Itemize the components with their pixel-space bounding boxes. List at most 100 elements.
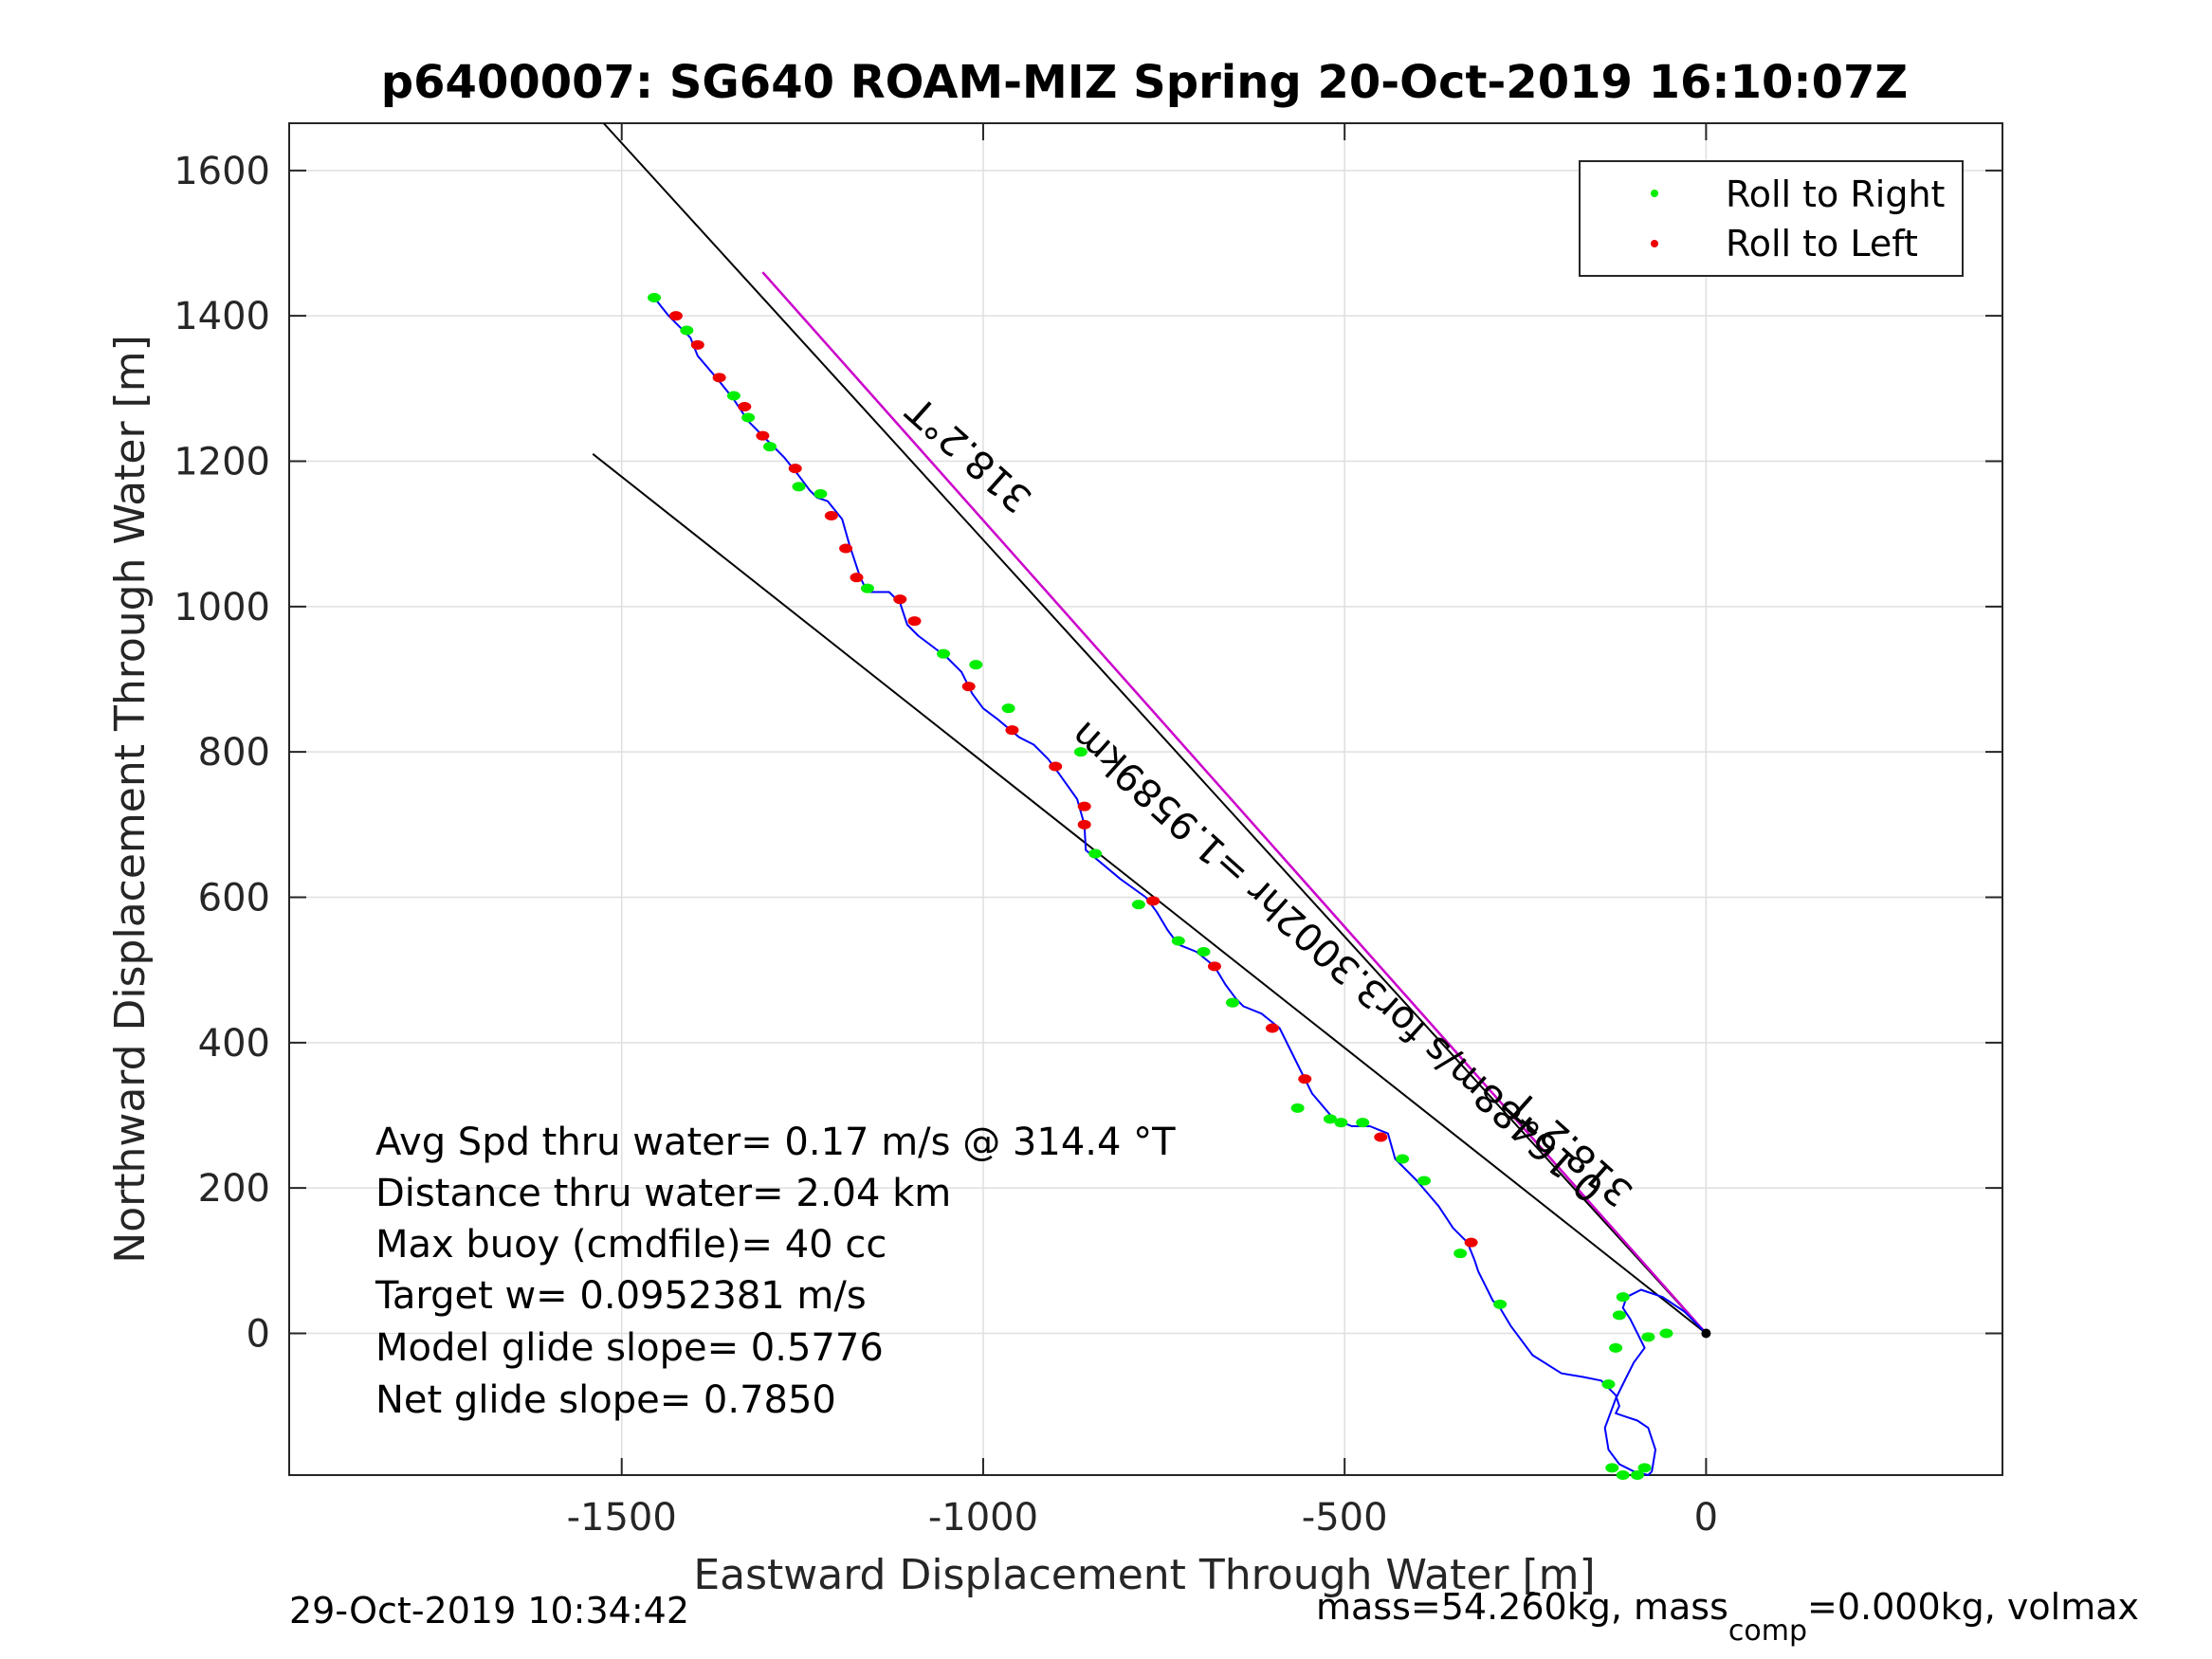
y-tick-label: 1000 — [174, 586, 270, 629]
roll-right-point — [648, 293, 662, 302]
roll-right-point — [680, 325, 694, 336]
roll-right-point — [741, 412, 756, 423]
roll-right-point — [1334, 1118, 1348, 1128]
footer-mass-part-a: mass=54.260kg, mass — [1316, 1586, 1728, 1628]
footer-mass-part-b: =0.000kg, volmax — [1807, 1586, 2139, 1628]
roll-right-point — [1637, 1463, 1652, 1473]
roll-left-point — [1298, 1074, 1312, 1085]
roll-right-point — [1601, 1379, 1616, 1390]
roll-right-point — [1616, 1292, 1630, 1303]
axis-ticks: -1500 -1000 -500 0 0 200 400 600 800 1000 1200 1400… — [174, 123, 2002, 1540]
roll-left-point — [893, 594, 907, 605]
roll-left-point — [907, 616, 922, 627]
legend-marker-roll-right — [1651, 190, 1658, 197]
roll-right-point — [814, 489, 828, 499]
stats-line-2: Distance thru water= 2.04 km — [375, 1172, 951, 1215]
roll-right-point — [1171, 936, 1185, 946]
roll-right-point — [1131, 900, 1145, 910]
roll-left-point — [1207, 961, 1221, 972]
legend-label-roll-left: Roll to Left — [1726, 223, 1918, 264]
roll-right-point — [763, 442, 777, 452]
chart-title: p6400007: SG640 ROAM-MIZ Spring 20-Oct-2… — [381, 56, 1908, 109]
x-tick-label: 0 — [1694, 1496, 1718, 1540]
x-axis-label: Eastward Displacement Through Water [m] — [693, 1551, 1595, 1599]
roll-right-point — [1290, 1103, 1305, 1113]
y-tick-label: 600 — [198, 877, 270, 921]
legend-label-roll-right: Roll to Right — [1726, 173, 1945, 215]
y-tick-label: 1400 — [174, 295, 270, 338]
y-tick-label: 400 — [198, 1022, 270, 1066]
roll-right-point — [1659, 1328, 1673, 1339]
y-axis-label: Northward Displacement Through Water [m] — [106, 335, 155, 1263]
roll-left-point — [824, 511, 838, 520]
roll-right-point — [1616, 1470, 1630, 1480]
legend: Roll to Right Roll to Left — [1579, 160, 1964, 277]
roll-left-point — [1265, 1023, 1279, 1033]
y-tick-label: 200 — [198, 1167, 270, 1211]
roll-right-point — [860, 583, 874, 593]
y-tick-label: 0 — [247, 1313, 270, 1357]
roll-right-point — [1641, 1332, 1655, 1342]
roll-right-point — [1197, 947, 1211, 957]
roll-left-point — [788, 464, 802, 474]
roll-left-point — [1077, 801, 1091, 811]
stats-block: Avg Spd thru water= 0.17 m/s @ 314.4 °T … — [375, 1121, 1176, 1422]
roll-right-point — [792, 482, 806, 492]
stats-line-6: Net glide slope= 0.7850 — [375, 1378, 836, 1422]
roll-left-point — [1146, 896, 1161, 906]
roll-left-point — [690, 339, 704, 350]
roll-right-point — [1356, 1118, 1370, 1128]
roll-left-point — [712, 373, 726, 383]
stats-line-4: Target w= 0.0952381 m/s — [375, 1274, 867, 1318]
roll-right-point — [1323, 1114, 1337, 1124]
roll-right-point — [1612, 1310, 1626, 1321]
reference-line — [592, 453, 1708, 1335]
roll-right-point — [1088, 848, 1103, 859]
heading-line — [761, 271, 1708, 1335]
roll-left-point — [1374, 1132, 1388, 1142]
roll-right-point — [1630, 1470, 1644, 1480]
roll-right-point — [1609, 1342, 1623, 1353]
roll-left-point — [1049, 761, 1063, 772]
plot-area — [289, 123, 2002, 1475]
x-tick-label: -1000 — [928, 1496, 1038, 1540]
stats-line-1: Avg Spd thru water= 0.17 m/s @ 314.4 °T — [375, 1121, 1176, 1164]
roll-left-point — [850, 573, 864, 583]
roll-right-point — [1605, 1463, 1619, 1473]
stats-line-3: Max buoy (cmdfile)= 40 cc — [375, 1223, 887, 1267]
roll-right-point — [937, 648, 951, 659]
plot-frame — [288, 122, 2003, 1476]
reference-lines — [592, 122, 1708, 1335]
roll-right-point — [1225, 997, 1239, 1008]
footer-mass-subscript: comp — [1728, 1614, 1807, 1648]
x-tick-label: -1500 — [567, 1496, 677, 1540]
legend-marker-roll-left — [1651, 240, 1658, 247]
legend-box — [1579, 160, 1964, 277]
roll-left-point — [1077, 819, 1091, 830]
roll-right-point — [1001, 703, 1015, 714]
reference-line — [602, 122, 1708, 1335]
roll-left-point — [1005, 725, 1019, 736]
roll-right-point — [1493, 1299, 1508, 1309]
roll-left-point — [738, 402, 752, 411]
roll-left-point — [961, 682, 976, 692]
footer-mass-text: mass=54.260kg, masscomp=0.000kg, volmax — [1316, 1586, 2139, 1648]
roll-right-point — [969, 660, 983, 670]
roll-right-point — [1453, 1249, 1468, 1259]
roll-left-point — [1464, 1237, 1478, 1248]
origin-point — [1701, 1328, 1711, 1339]
roll-right-point — [1396, 1154, 1410, 1164]
roll-left-point — [839, 543, 853, 554]
y-tick-label: 800 — [198, 731, 270, 775]
y-tick-label: 1200 — [174, 441, 270, 484]
y-tick-label: 1600 — [174, 150, 270, 193]
roll-left-point — [756, 430, 770, 441]
x-tick-label: -500 — [1302, 1496, 1388, 1540]
stats-line-5: Model glide slope= 0.5776 — [375, 1326, 884, 1370]
roll-left-point — [668, 311, 683, 321]
roll-markers — [648, 293, 1711, 1480]
roll-right-point — [1073, 747, 1088, 757]
footer-timestamp: 29-Oct-2019 10:34:42 — [289, 1590, 689, 1632]
roll-right-point — [726, 391, 740, 401]
